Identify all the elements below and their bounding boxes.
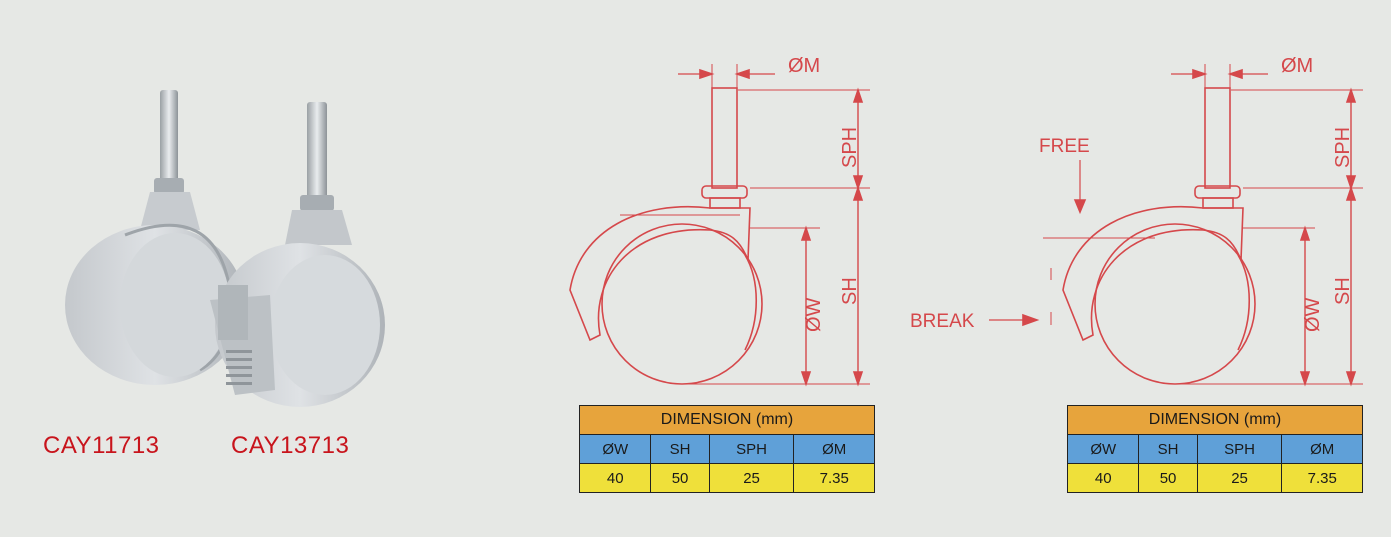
table-cell: 50 bbox=[1138, 463, 1198, 493]
label-ow-left: ØW bbox=[803, 297, 825, 332]
table-cell: 50 bbox=[650, 463, 710, 493]
caster-photo-1 bbox=[65, 90, 245, 385]
table-cell: 25 bbox=[708, 463, 795, 493]
label-om-left: ØM bbox=[788, 55, 820, 77]
technical-drawing-left: ØM SPH SH ØW bbox=[569, 55, 870, 387]
table-column-header: SPH bbox=[708, 434, 795, 464]
label-break: BREAK bbox=[910, 311, 975, 332]
table-column-header: SPH bbox=[1196, 434, 1283, 464]
table-column-header: ØW bbox=[578, 434, 652, 464]
label-sh-right: SH bbox=[1332, 277, 1354, 305]
table-cell: 40 bbox=[1066, 463, 1140, 493]
label-sph-right: SPH bbox=[1332, 127, 1354, 168]
label-om-right: ØM bbox=[1281, 55, 1313, 77]
table-cell: 40 bbox=[578, 463, 652, 493]
table-title: DIMENSION (mm) bbox=[579, 405, 875, 435]
table-column-header: SH bbox=[1138, 434, 1198, 464]
caster-photos bbox=[65, 90, 385, 407]
table-cell: 25 bbox=[1196, 463, 1283, 493]
label-free: FREE bbox=[1039, 136, 1090, 157]
table-column-header: ØW bbox=[1066, 434, 1140, 464]
label-sh-left: SH bbox=[839, 277, 861, 305]
dimension-table-right: DIMENSION (mm) ØW SH SPH ØM 40 50 25 7.3… bbox=[1066, 405, 1363, 493]
label-sph-left: SPH bbox=[839, 127, 861, 168]
table-cell: 7.35 bbox=[1281, 463, 1363, 493]
product-code-2: CAY13713 bbox=[231, 432, 350, 459]
table-cell: 7.35 bbox=[793, 463, 875, 493]
table-title: DIMENSION (mm) bbox=[1067, 405, 1363, 435]
table-column-header: ØM bbox=[1281, 434, 1363, 464]
technical-drawing-right: ØM SPH SH ØW FREE BREAK bbox=[910, 55, 1363, 387]
product-code-1: CAY11713 bbox=[43, 432, 160, 459]
label-ow-right: ØW bbox=[1302, 297, 1324, 332]
table-column-header: SH bbox=[650, 434, 710, 464]
table-column-header: ØM bbox=[793, 434, 875, 464]
dimension-table-left: DIMENSION (mm) ØW SH SPH ØM 40 50 25 7.3… bbox=[578, 405, 875, 493]
caster-photo-2 bbox=[210, 102, 385, 407]
